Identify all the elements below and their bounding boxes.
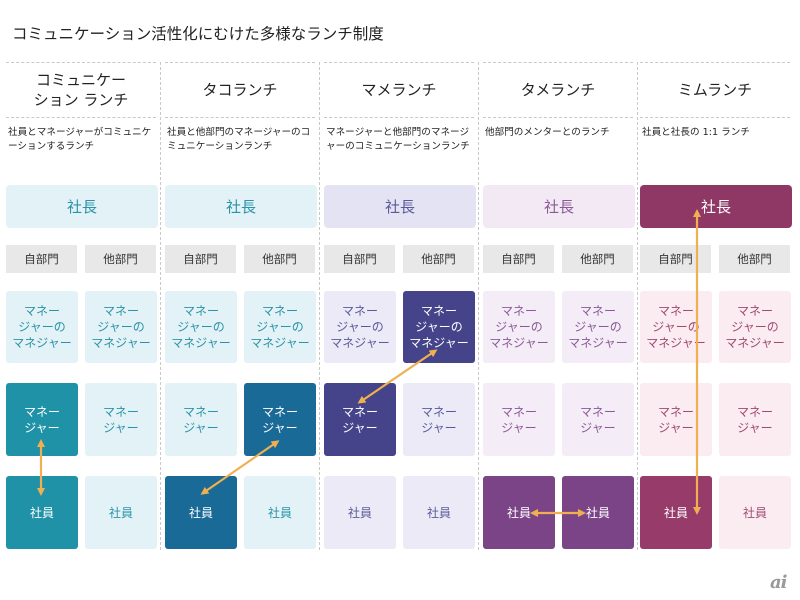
own-employee-box: 社員 <box>483 476 555 549</box>
column-description: マネージャーと他部門のマネージャーのコミュニケーションランチ <box>326 127 470 152</box>
own-dept-label: 自部門 <box>483 245 554 273</box>
column-title: タコランチ <box>165 62 315 118</box>
other-employee-box: 社員 <box>719 476 791 549</box>
own-mgr-of-mgr-box: マネー ジャーの マネジャー <box>640 291 712 363</box>
own-dept-label: 自部門 <box>324 245 395 273</box>
other-mgr-of-mgr-box: マネー ジャーの マネジャー <box>85 291 157 363</box>
column-title: ミムランチ <box>640 62 790 118</box>
other-employee-box: 社員 <box>562 476 634 549</box>
own-manager-box: マネー ジャー <box>324 383 396 456</box>
column-divider <box>160 62 162 550</box>
column-title: マメランチ <box>324 62 474 118</box>
column-title: タメランチ <box>483 62 633 118</box>
own-mgr-of-mgr-box: マネー ジャーの マネジャー <box>6 291 78 363</box>
own-manager-box: マネー ジャー <box>165 383 237 456</box>
other-manager-box: マネー ジャー <box>403 383 475 456</box>
own-manager-box: マネー ジャー <box>640 383 712 456</box>
own-dept-label: 自部門 <box>165 245 236 273</box>
other-manager-box: マネー ジャー <box>562 383 634 456</box>
own-mgr-of-mgr-box: マネー ジャーの マネジャー <box>324 291 396 363</box>
other-manager-box: マネー ジャー <box>244 383 316 456</box>
ceo-box: 社長 <box>6 185 158 228</box>
other-employee-box: 社員 <box>85 476 157 549</box>
other-manager-box: マネー ジャー <box>85 383 157 456</box>
own-manager-box: マネー ジャー <box>6 383 78 456</box>
column-title: コミュニケー ション ランチ <box>6 62 156 118</box>
column-tako-lunch: タコランチ 社員と他部門のマネージャーのコミュニケーションランチ 社長 自部門 … <box>165 62 317 550</box>
other-dept-label: 他部門 <box>244 245 315 273</box>
own-employee-box: 社員 <box>324 476 396 549</box>
ceo-box: 社長 <box>324 185 476 228</box>
other-dept-label: 他部門 <box>403 245 474 273</box>
column-mimu-lunch: ミムランチ 社員と社長の 1:1 ランチ 社長 自部門 他部門 マネー ジャーの… <box>640 62 792 550</box>
own-employee-box: 社員 <box>165 476 237 549</box>
other-mgr-of-mgr-box: マネー ジャーの マネジャー <box>719 291 791 363</box>
column-divider <box>319 62 321 550</box>
other-dept-label: 他部門 <box>85 245 156 273</box>
other-manager-box: マネー ジャー <box>719 383 791 456</box>
other-employee-box: 社員 <box>244 476 316 549</box>
own-employee-box: 社員 <box>6 476 78 549</box>
column-description: 他部門のメンターとのランチ <box>485 127 610 138</box>
own-employee-box: 社員 <box>640 476 712 549</box>
ceo-box: 社長 <box>165 185 317 228</box>
column-divider <box>637 62 639 550</box>
other-mgr-of-mgr-box: マネー ジャーの マネジャー <box>403 291 475 363</box>
own-dept-label: 自部門 <box>640 245 711 273</box>
ceo-box: 社長 <box>640 185 792 228</box>
column-mame-lunch: マメランチ マネージャーと他部門のマネージャーのコミュニケーションランチ 社長 … <box>324 62 476 550</box>
column-communication-lunch: コミュニケー ション ランチ 社員とマネージャーがコミュニケーションするランチ … <box>6 62 158 550</box>
own-mgr-of-mgr-box: マネー ジャーの マネジャー <box>165 291 237 363</box>
other-employee-box: 社員 <box>403 476 475 549</box>
page-title: コミュニケーション活性化にむけた多様なランチ制度 <box>12 25 384 43</box>
column-description: 社員とマネージャーがコミュニケーションするランチ <box>8 127 152 152</box>
column-description: 社員と社長の 1:1 ランチ <box>642 127 750 138</box>
own-mgr-of-mgr-box: マネー ジャーの マネジャー <box>483 291 555 363</box>
other-dept-label: 他部門 <box>562 245 633 273</box>
other-mgr-of-mgr-box: マネー ジャーの マネジャー <box>244 291 316 363</box>
other-dept-label: 他部門 <box>719 245 790 273</box>
column-tame-lunch: タメランチ 他部門のメンターとのランチ 社長 自部門 他部門 マネー ジャーの … <box>483 62 635 550</box>
other-mgr-of-mgr-box: マネー ジャーの マネジャー <box>562 291 634 363</box>
own-dept-label: 自部門 <box>6 245 77 273</box>
column-description: 社員と他部門のマネージャーのコミュニケーションランチ <box>167 127 311 152</box>
own-manager-box: マネー ジャー <box>483 383 555 456</box>
column-divider <box>478 62 480 550</box>
ceo-box: 社長 <box>483 185 635 228</box>
site-logo: ai <box>770 572 787 593</box>
